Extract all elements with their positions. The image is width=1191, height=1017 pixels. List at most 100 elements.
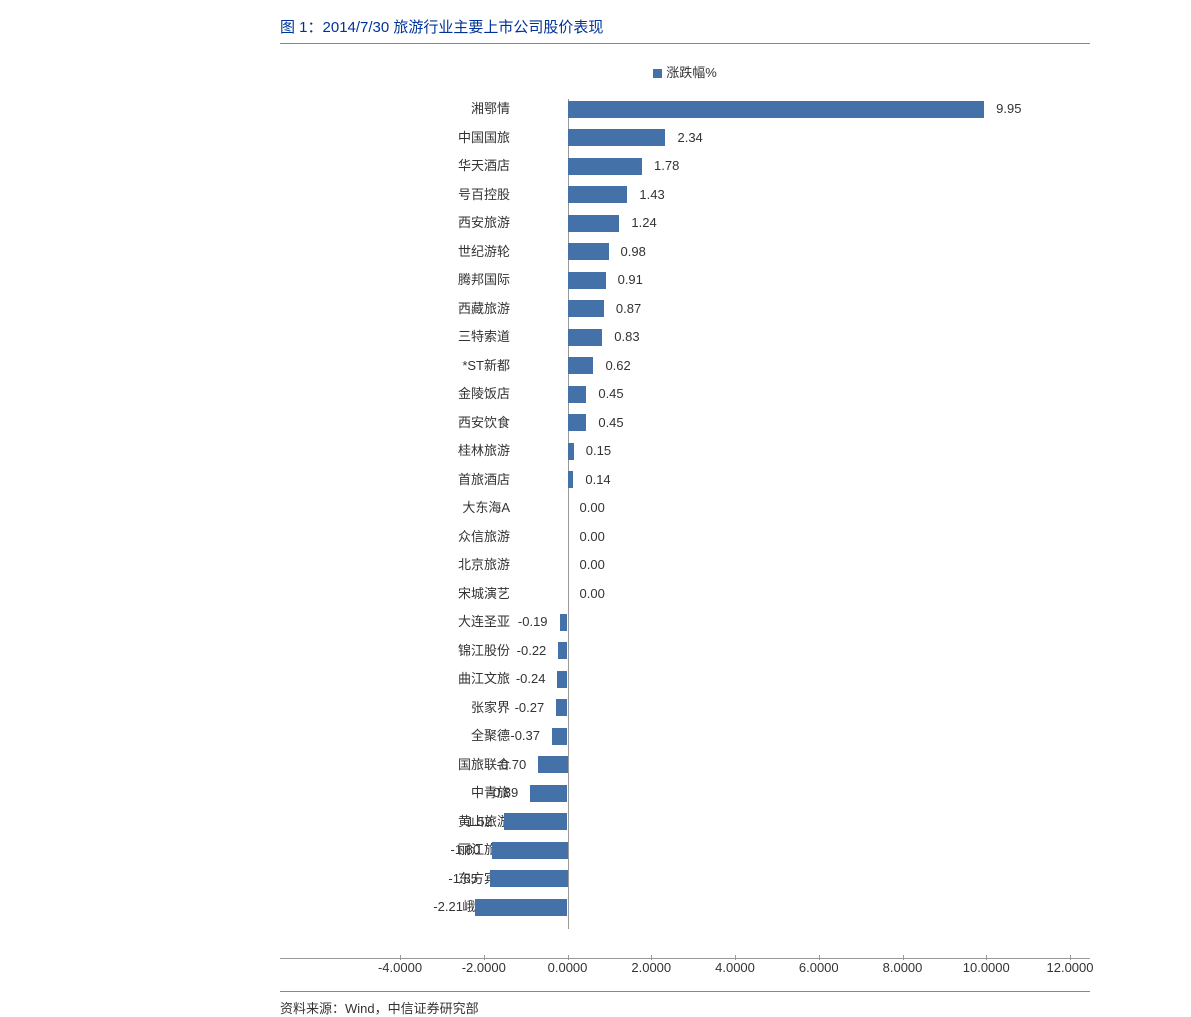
x-tick-mark xyxy=(986,955,987,960)
bar xyxy=(568,329,603,346)
bar-row: 华天酒店1.78 xyxy=(400,156,1070,176)
bar xyxy=(490,870,567,887)
bar xyxy=(568,129,666,146)
y-category-label: 黄山旅游 xyxy=(400,812,510,832)
y-category-label: 号百控股 xyxy=(400,185,510,205)
bar-value-label: 0.00 xyxy=(580,498,605,518)
bar-row: 中青旅-0.89 xyxy=(400,783,1070,803)
bar-value-label: 0.87 xyxy=(616,299,641,319)
bar-value-label: -1.80 xyxy=(450,840,480,860)
bar-value-label: -0.19 xyxy=(518,612,548,632)
bar-row: 金陵饭店0.45 xyxy=(400,384,1070,404)
bar-value-label: -0.89 xyxy=(489,783,519,803)
bar-row: 西安旅游 1.24 xyxy=(400,213,1070,233)
bar-row: 张家界-0.27 xyxy=(400,698,1070,718)
bar-value-label: 0.00 xyxy=(580,527,605,547)
x-axis: -4.0000-2.00000.00002.00004.00006.00008.… xyxy=(400,960,1070,980)
bar-row: 中国国旅2.34 xyxy=(400,128,1070,148)
y-category-label: 张家界 xyxy=(400,698,510,718)
x-tick-label: 12.0000 xyxy=(1047,960,1094,975)
bar-row: 湘鄂情9.95 xyxy=(400,99,1070,119)
bar-row: 号百控股1.43 xyxy=(400,185,1070,205)
x-tick-mark xyxy=(735,955,736,960)
y-category-label: 众信旅游 xyxy=(400,527,510,547)
bar-value-label: -0.24 xyxy=(516,669,546,689)
y-category-label: 华天酒店 xyxy=(400,156,510,176)
y-category-label: 西安饮食 xyxy=(400,413,510,433)
bar xyxy=(560,614,568,631)
bar-row: 东方宾馆-1.85 xyxy=(400,869,1070,889)
chart-legend: 涨跌幅% xyxy=(280,62,1090,81)
bar xyxy=(568,272,606,289)
y-category-label: 三特索道 xyxy=(400,327,510,347)
y-category-label: 西安旅游 xyxy=(400,213,510,233)
bar xyxy=(530,785,567,802)
bar xyxy=(568,414,587,431)
bar-row: 国旅联合-0.70 xyxy=(400,755,1070,775)
y-category-label: 桂林旅游 xyxy=(400,441,510,461)
y-category-label: 北京旅游 xyxy=(400,555,510,575)
x-tick-label: 8.0000 xyxy=(883,960,923,975)
y-category-label: 曲江文旅 xyxy=(400,669,510,689)
x-tick-label: -2.0000 xyxy=(462,960,506,975)
y-category-label: 世纪游轮 xyxy=(400,242,510,262)
bar xyxy=(568,443,574,460)
bar-value-label: 0.15 xyxy=(586,441,611,461)
bar-row: 峨眉山A-2.21 xyxy=(400,897,1070,917)
bar-value-label: 0.00 xyxy=(580,584,605,604)
bar-value-label: -0.70 xyxy=(497,755,527,775)
bar-row: 世纪游轮 0.98 xyxy=(400,242,1070,262)
plot-area: 湘鄂情9.95 中国国旅2.34 华天酒店1.78 号百控股1.43 西安旅游 1.24 世… xyxy=(280,89,1090,959)
legend-marker xyxy=(653,69,662,78)
bar-value-label: 0.83 xyxy=(614,327,639,347)
bar xyxy=(568,357,594,374)
y-category-label: 中国国旅 xyxy=(400,128,510,148)
x-tick-label: 2.0000 xyxy=(631,960,671,975)
bar-row: 曲江文旅 -0.24 xyxy=(400,669,1070,689)
x-tick-mark xyxy=(400,955,401,960)
y-category-label: *ST新都 xyxy=(400,356,510,376)
bar-row: 桂林旅游 0.15 xyxy=(400,441,1070,461)
bar xyxy=(568,186,628,203)
bar xyxy=(552,728,567,745)
bar xyxy=(492,842,567,859)
bar xyxy=(568,300,604,317)
y-category-label: 西藏旅游 xyxy=(400,299,510,319)
bar-row: 丽江旅游-1.80 xyxy=(400,840,1070,860)
bar xyxy=(568,158,643,175)
bar xyxy=(568,215,620,232)
bar xyxy=(475,899,568,916)
bar-value-label: 0.98 xyxy=(621,242,646,262)
x-tick-mark xyxy=(1070,955,1071,960)
y-category-label: 湘鄂情 xyxy=(400,99,510,119)
legend-label: 涨跌幅% xyxy=(666,65,717,80)
chart-title: 图 1：2014/7/30 旅游行业主要上市公司股价表现 xyxy=(280,16,1090,44)
bar-value-label: 0.14 xyxy=(585,470,610,490)
bar-value-label: 0.00 xyxy=(580,555,605,575)
bar xyxy=(568,243,609,260)
bar xyxy=(568,101,985,118)
bar-value-label: 1.24 xyxy=(631,213,656,233)
bar xyxy=(568,471,574,488)
x-tick-label: 10.0000 xyxy=(963,960,1010,975)
bar-value-label: 0.62 xyxy=(605,356,630,376)
x-tick-mark xyxy=(651,955,652,960)
y-category-label: 全聚德 xyxy=(400,726,510,746)
y-category-label: 大连圣亚 xyxy=(400,612,510,632)
bar-row: 全聚德-0.37 xyxy=(400,726,1070,746)
x-tick-mark xyxy=(819,955,820,960)
bar-row: 三特索道 0.83 xyxy=(400,327,1070,347)
bar-row: 首旅酒店 0.14 xyxy=(400,470,1070,490)
x-tick-mark xyxy=(568,955,569,960)
bar-row: 西安饮食 0.45 xyxy=(400,413,1070,433)
bar-value-label: 0.91 xyxy=(618,270,643,290)
bar xyxy=(504,813,568,830)
y-category-label: 首旅酒店 xyxy=(400,470,510,490)
bar xyxy=(538,756,567,773)
bar-value-label: 0.45 xyxy=(598,413,623,433)
y-category-label: 锦江股份 xyxy=(400,641,510,661)
bars-region: 湘鄂情9.95 中国国旅2.34 华天酒店1.78 号百控股1.43 西安旅游 1.24 世… xyxy=(400,99,1070,929)
bar-value-label: -1.52 xyxy=(462,812,492,832)
x-tick-mark xyxy=(484,955,485,960)
x-tick-mark xyxy=(903,955,904,960)
